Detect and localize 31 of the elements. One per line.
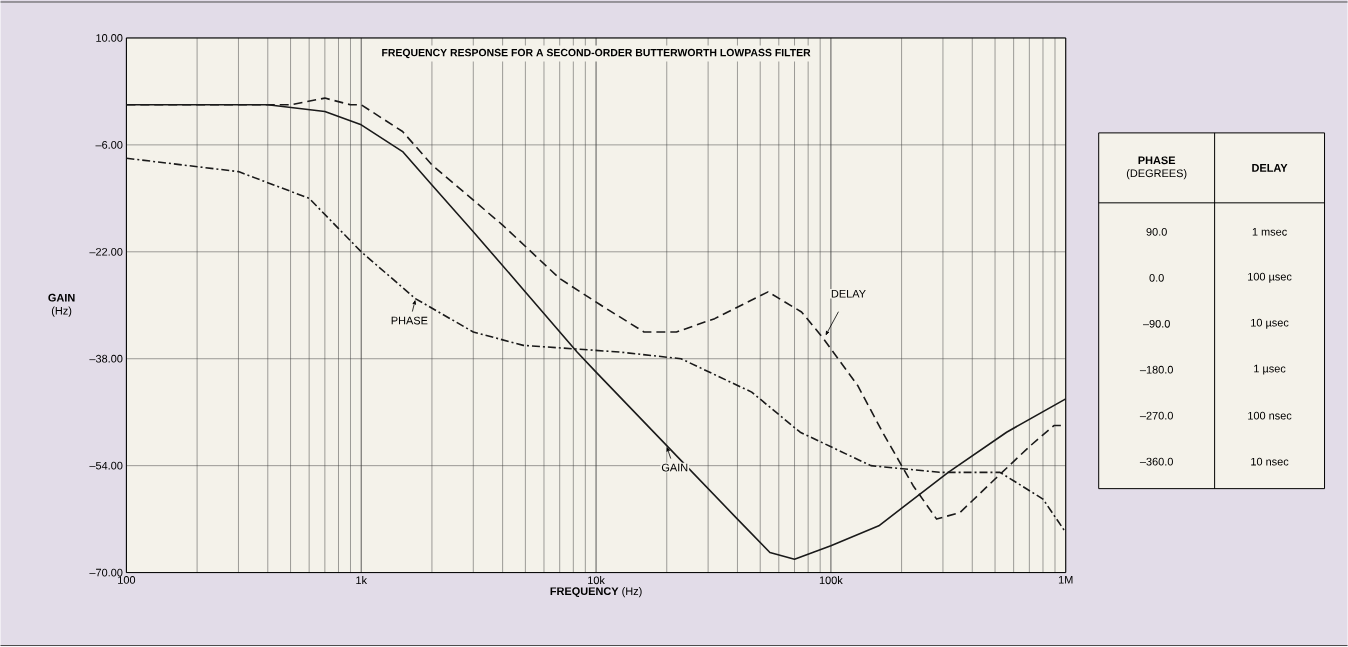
text: DELAY bbox=[831, 290, 866, 298]
text: PHASE (DEGREES) bbox=[1126, 156, 1187, 180]
series-label: GAIN bbox=[661, 463, 688, 472]
y-tick-label: –38.00 bbox=[89, 355, 123, 363]
text: 1 µsec bbox=[1254, 365, 1286, 375]
y-tick-label: –22.00 bbox=[89, 248, 123, 256]
text: 100 nsec bbox=[1248, 412, 1292, 420]
text: 0.0 bbox=[1149, 274, 1164, 282]
series-label: PHASE bbox=[391, 316, 428, 325]
y-tick-label: –70.00 bbox=[89, 568, 123, 577]
text: –360.0 bbox=[1139, 458, 1173, 466]
x-tick-label: 1M bbox=[1058, 576, 1073, 584]
text: FREQUENCY RESPONSE FOR A SECOND-ORDER BUTTERWORTH LOWPASS FILTER bbox=[382, 49, 811, 59]
y-axis-title: GAIN (Hz) bbox=[48, 294, 75, 317]
y-tick-label: –54.00 bbox=[89, 462, 123, 470]
y-tick-label: 10.00 bbox=[96, 34, 123, 43]
x-tick-label: 100 bbox=[118, 576, 136, 585]
x-tick-label: 100k bbox=[819, 576, 843, 585]
text: DELAY bbox=[1252, 164, 1288, 172]
x-tick-label: 10k bbox=[588, 576, 605, 585]
text: –90.0 bbox=[1142, 320, 1170, 328]
x-axis-title: FREQUENCY (Hz) bbox=[550, 587, 642, 598]
text: –270.0 bbox=[1139, 412, 1173, 420]
x-tick-label: 1k bbox=[356, 576, 368, 585]
text: –180.0 bbox=[1139, 366, 1173, 374]
text: 90.0 bbox=[1146, 228, 1167, 236]
text: 10 nsec bbox=[1251, 458, 1289, 466]
text: 1 msec bbox=[1252, 228, 1287, 236]
text: 10 µsec bbox=[1251, 319, 1289, 329]
y-tick-label: –6.00 bbox=[95, 141, 123, 149]
text: 100 µsec bbox=[1248, 273, 1292, 283]
